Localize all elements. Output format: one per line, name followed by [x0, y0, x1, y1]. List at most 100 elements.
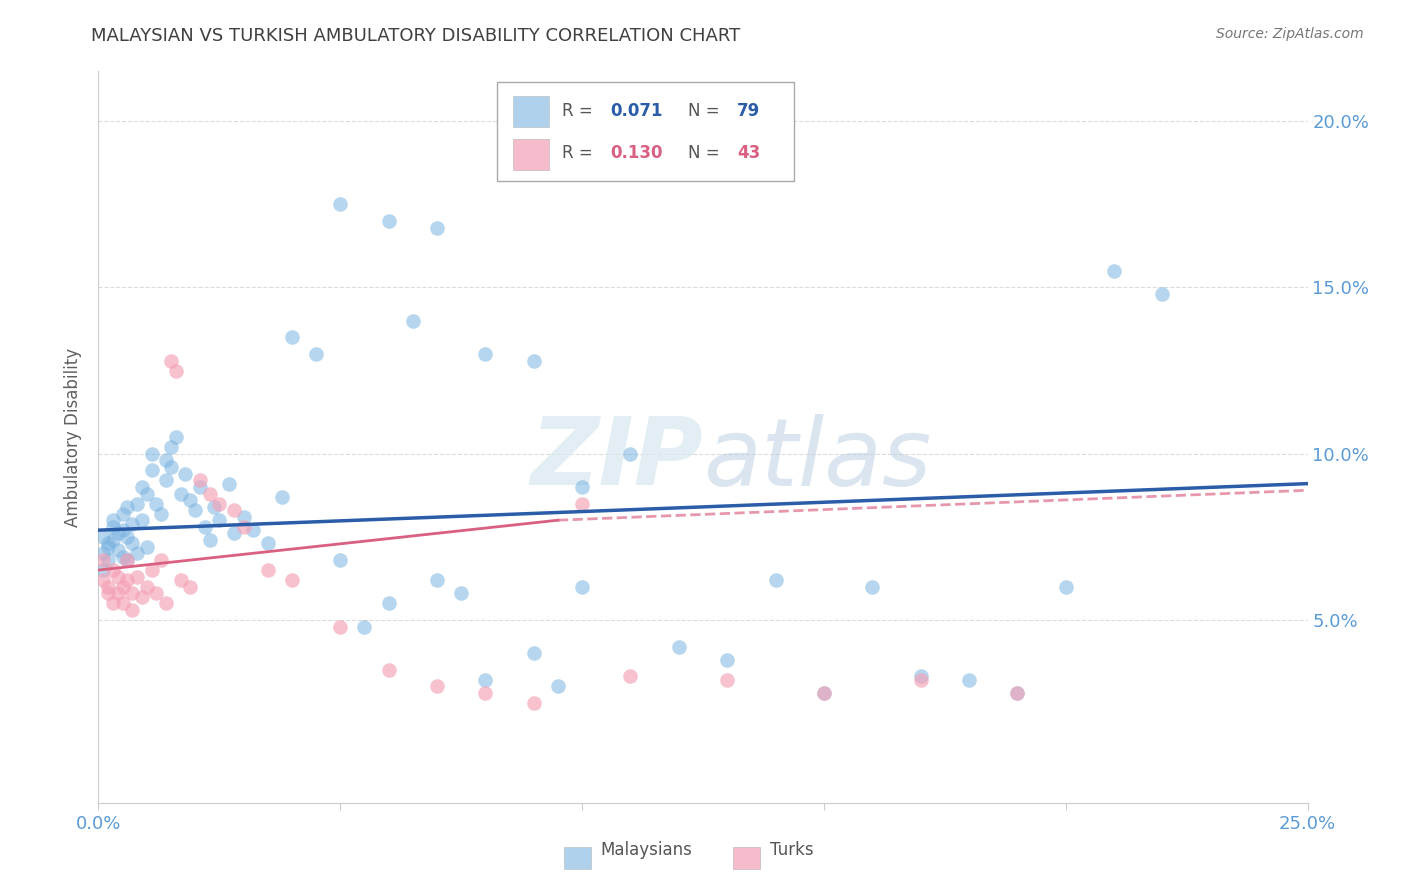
Point [107, 586, 129, 600]
Point [910, 673, 932, 687]
Point [91, 546, 114, 560]
Point [131, 590, 153, 604]
Text: Turks: Turks [769, 841, 813, 859]
Point [1007, 686, 1029, 700]
Point [232, 509, 254, 524]
Point [101, 596, 124, 610]
Point [523, 646, 546, 660]
Point [91, 573, 114, 587]
Point [204, 500, 226, 514]
Point [426, 680, 449, 694]
Point [111, 507, 134, 521]
Text: R =: R = [561, 102, 598, 120]
Point [208, 513, 231, 527]
Text: atlas: atlas [703, 414, 931, 505]
Point [222, 503, 245, 517]
Point [160, 460, 183, 475]
Point [150, 507, 173, 521]
Point [218, 476, 240, 491]
Point [547, 680, 569, 694]
Point [117, 553, 139, 567]
Point [141, 563, 163, 577]
Point [377, 214, 399, 228]
Point [169, 486, 191, 500]
Point [860, 580, 883, 594]
Text: 43: 43 [737, 144, 761, 161]
Point [910, 669, 932, 683]
Point [198, 533, 221, 548]
Point [474, 686, 496, 700]
Point [402, 314, 425, 328]
Point [765, 573, 787, 587]
Point [121, 603, 143, 617]
Point [127, 497, 149, 511]
Point [155, 473, 177, 487]
Point [571, 580, 593, 594]
Point [329, 553, 352, 567]
Point [111, 580, 134, 594]
Point [127, 570, 149, 584]
Point [1152, 287, 1174, 301]
Text: R =: R = [561, 144, 598, 161]
Point [377, 596, 399, 610]
Text: MALAYSIAN VS TURKISH AMBULATORY DISABILITY CORRELATION CHART: MALAYSIAN VS TURKISH AMBULATORY DISABILI… [91, 27, 741, 45]
Point [160, 440, 183, 454]
Point [101, 520, 124, 534]
Point [131, 513, 153, 527]
Point [91, 553, 114, 567]
Point [474, 347, 496, 361]
Point [97, 553, 120, 567]
Text: 0.071: 0.071 [610, 102, 662, 120]
Point [97, 536, 120, 550]
Point [256, 536, 278, 550]
Point [145, 586, 167, 600]
Point [329, 197, 352, 211]
Bar [513, 96, 550, 128]
Point [135, 580, 157, 594]
Point [571, 497, 593, 511]
Point [1007, 686, 1029, 700]
Bar [513, 139, 550, 170]
Point [474, 673, 496, 687]
Point [194, 520, 217, 534]
Point [111, 549, 134, 564]
Point [957, 673, 980, 687]
Point [141, 463, 163, 477]
Point [91, 530, 114, 544]
Point [668, 640, 690, 654]
Point [169, 573, 191, 587]
Point [101, 513, 124, 527]
Point [353, 619, 375, 633]
Point [426, 573, 449, 587]
Point [281, 573, 304, 587]
Point [523, 353, 546, 368]
Point [107, 543, 129, 558]
Y-axis label: Ambulatory Disability: Ambulatory Disability [65, 348, 83, 526]
Point [208, 497, 231, 511]
Point [716, 653, 738, 667]
Bar [734, 847, 759, 869]
Point [198, 486, 221, 500]
FancyBboxPatch shape [498, 82, 793, 181]
Point [222, 526, 245, 541]
Point [117, 553, 139, 567]
Point [716, 673, 738, 687]
Text: Malaysians: Malaysians [600, 841, 692, 859]
Point [135, 540, 157, 554]
Text: N =: N = [689, 144, 725, 161]
Point [107, 570, 129, 584]
Point [179, 580, 201, 594]
Point [571, 480, 593, 494]
Point [111, 596, 134, 610]
Point [117, 530, 139, 544]
Point [242, 523, 264, 537]
Point [131, 480, 153, 494]
Point [150, 553, 173, 567]
Text: 79: 79 [737, 102, 761, 120]
Point [155, 596, 177, 610]
Text: Source: ZipAtlas.com: Source: ZipAtlas.com [1216, 27, 1364, 41]
Point [174, 467, 197, 481]
Point [165, 363, 187, 377]
Point [426, 220, 449, 235]
Point [127, 546, 149, 560]
